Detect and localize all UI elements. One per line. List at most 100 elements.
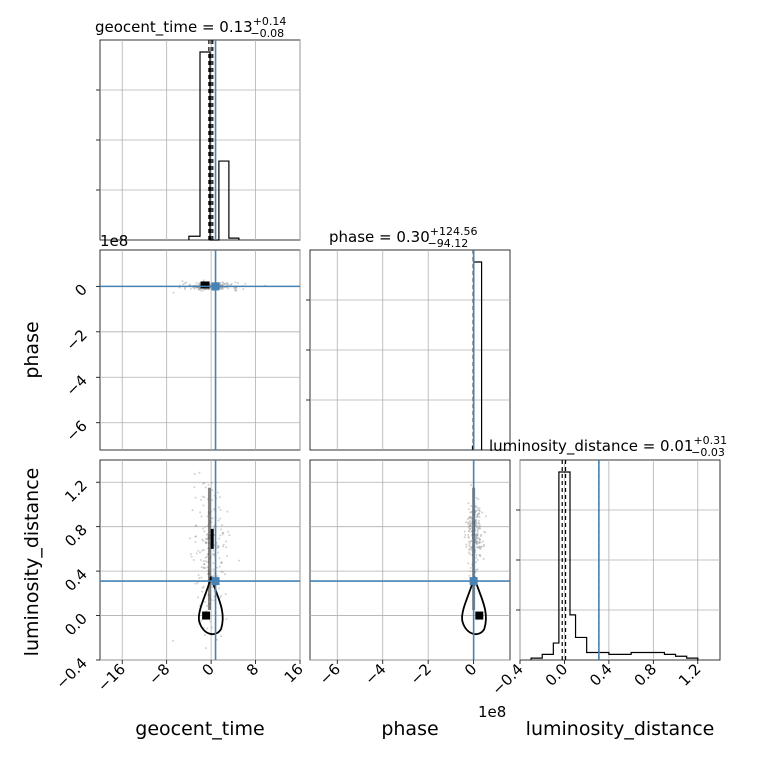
sample-point [468,553,471,556]
xlabel-phase: phase [381,718,438,740]
sample-point [464,533,467,536]
sample-point [463,530,466,533]
sample-point [479,541,482,544]
ylabel-phase: phase [21,321,43,378]
sample-point [225,618,228,621]
sample-point [475,496,478,499]
sample-point [478,507,481,510]
sample-point [200,576,203,579]
histogram-geocent-time [188,51,240,241]
sample-point [468,544,471,547]
y-tick-label: 0.0 [61,610,91,640]
sample-point [478,509,481,512]
phase-yscale-label: 1e8 [100,232,128,250]
sample-point [222,543,225,546]
sample-point [467,522,470,525]
contour [197,576,224,636]
sample-point [475,510,478,513]
sample-point [221,287,224,290]
sample-point [468,517,471,520]
sample-point [469,548,472,551]
sample-point [468,527,471,530]
sample-point [484,531,487,534]
sample-point [476,542,479,545]
sample-point [476,531,479,534]
sample-point [469,515,472,518]
sample-point [204,647,207,650]
sample-point [219,635,222,638]
sample-point [470,529,473,532]
sample-point [235,289,238,292]
sample-point [182,283,185,286]
y-tick-label: −4 [62,371,90,399]
sample-point [213,554,216,557]
sample-point [201,590,204,593]
sample-point [467,536,470,539]
sample-point [478,541,481,544]
sample-point [470,540,473,543]
sample-point [234,281,237,284]
sample-point [478,545,481,548]
sample-point [220,283,223,286]
sample-point [483,545,486,548]
sample-point [221,283,224,286]
sample-point [469,566,472,569]
sample-point [476,513,479,516]
sample-point [200,515,203,518]
sample-point [468,516,471,519]
sample-point [479,535,482,538]
sample-point [202,504,205,507]
y-tick-label: 0 [71,280,90,299]
sample-point [217,506,220,509]
sample-point [188,283,191,286]
sample-point [221,533,224,536]
sample-point [465,543,468,546]
sample-point [242,288,245,291]
sample-point [219,561,222,564]
sample-point [193,486,196,489]
sample-point [481,540,484,543]
sample-point [197,549,200,552]
sample-point [203,562,206,565]
sample-point [478,541,481,544]
sample-point [202,566,205,569]
sample-point [204,556,207,559]
sample-point [216,546,219,549]
sample-point [223,282,226,285]
sample-point [198,471,201,474]
sample-point [198,282,201,285]
sample-point [197,288,200,291]
sample-point [196,581,199,584]
sample-point [201,586,204,589]
sample-point [205,541,208,544]
sample-point [197,574,200,577]
sample-point [476,515,479,518]
sample-point [204,288,207,291]
peak-marker [202,611,211,620]
sample-point [482,543,485,546]
sample-point [470,516,473,519]
x-tick-label: −8 [145,660,173,688]
sample-point [476,534,479,537]
sample-point [218,565,221,568]
sample-point [212,527,215,530]
sample-point [474,505,477,508]
sample-point [219,517,222,520]
sample-point [183,282,186,285]
sample-point [211,499,214,502]
y-tick-label: 1.2 [61,476,91,506]
sample-point [475,542,478,545]
sample-point [206,627,209,630]
sample-point [468,540,471,543]
sample-point [476,568,479,571]
sample-point [230,283,233,286]
sample-point [475,534,478,537]
sample-point [467,529,470,532]
sample-point [477,498,480,501]
sample-point [220,594,223,597]
sample-point [477,521,480,524]
sample-point [477,537,480,540]
sample-point [199,288,202,291]
sample-point [194,541,197,544]
